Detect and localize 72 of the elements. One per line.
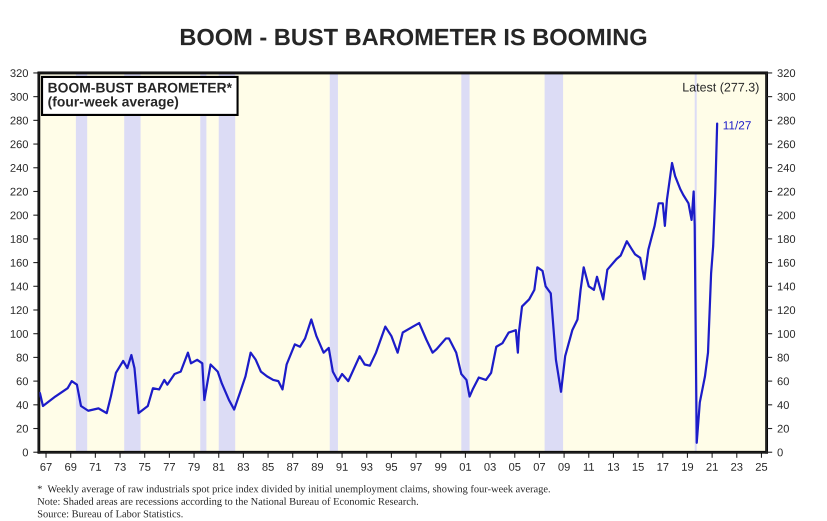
x-tick-label: 81 [213, 462, 224, 471]
y2-tick-label: 280 [778, 116, 796, 124]
x-tick-label: 95 [386, 462, 398, 471]
y-tick-label: 20 [16, 424, 28, 433]
y2-tick-label: 180 [778, 235, 796, 244]
y-tick-label: 200 [10, 211, 28, 220]
x-tick-label: 15 [632, 463, 644, 471]
x-tick-label: 85 [262, 462, 274, 471]
text: * Weekly average of raw industrials spot price index divided by initial unemployment claims, showing four-week average. [38, 484, 550, 495]
y-tick-label: 260 [10, 140, 28, 148]
x-tick-label: 09 [558, 462, 570, 471]
x-tick-label: 01 [460, 462, 472, 471]
y-tick-label: 160 [10, 258, 28, 267]
x-tick-label: 07 [534, 462, 546, 471]
y2-tick-label: 40 [777, 401, 789, 409]
y2-tick-label: 240 [778, 164, 796, 172]
y-tick-label: 240 [10, 164, 28, 172]
annotation: Latest (277.3) [683, 82, 759, 94]
source-note: Source: Bureau of Labor Statistics. [38, 510, 183, 518]
y2-tick-label: 20 [778, 424, 789, 433]
y2-tick-label: 260 [778, 140, 796, 148]
y-tick-label: 60 [16, 377, 28, 386]
x-tick-label: 17 [657, 463, 668, 471]
x-tick-label: 67 [40, 462, 52, 471]
y2-tick-label: 120 [778, 306, 796, 314]
y2-tick-label: 0 [777, 448, 783, 456]
y-tick-label: 280 [10, 116, 28, 124]
y2-tick-label: 220 [778, 188, 796, 196]
text: Note: Shaded areas are recessions according to the National Bureau of Economic Research. [38, 497, 418, 508]
x-tick-label: 89 [312, 462, 324, 471]
y2-tick-label: 60 [778, 377, 789, 386]
annotation: 11/27 [724, 120, 751, 130]
x-tick-label: 03 [484, 462, 496, 471]
y-tick-label: 100 [10, 330, 28, 338]
x-tick-label: 77 [164, 463, 176, 471]
y-tick-label: 120 [10, 306, 28, 314]
x-tick-label: 83 [238, 462, 250, 471]
x-tick-label: 19 [682, 462, 694, 471]
y-tick-label: 300 [10, 92, 28, 101]
x-tick-label: 21 [706, 462, 718, 471]
y2-tick-label: 100 [778, 330, 796, 338]
x-tick-label: 93 [361, 462, 372, 471]
x-tick-label: 25 [756, 462, 768, 471]
y-tick-label: 40 [16, 401, 28, 409]
x-tick-label: 91 [336, 462, 348, 471]
x-tick-label: 75 [139, 463, 150, 471]
y2-tick-label: 200 [778, 211, 796, 220]
y2-tick-label: 140 [778, 282, 796, 290]
y2-tick-label: 300 [777, 92, 796, 101]
y2-tick-label: 80 [778, 354, 789, 362]
x-tick-label: 87 [287, 462, 298, 471]
y-tick-label: 180 [10, 235, 28, 244]
text: BOOM-BUST BAROMETER* (four-week average) [48, 82, 232, 110]
x-tick-label: 05 [509, 462, 520, 471]
line-series [38, 122, 718, 444]
y2-tick-label: 160 [778, 258, 796, 267]
x-tick-label: 99 [435, 462, 446, 471]
x-tick-label: 11 [584, 463, 594, 471]
chart-title: BOOM - BUST BAROMETER IS BOOMING [180, 28, 646, 46]
y-tick-label: 0 [22, 448, 28, 456]
x-tick-label: 13 [608, 462, 620, 471]
x-tick-label: 73 [114, 462, 126, 471]
x-tick-label: 79 [188, 462, 200, 471]
x-tick-label: 97 [410, 462, 422, 471]
y2-tick-label: 320 [777, 69, 796, 78]
x-tick-label: 23 [731, 462, 742, 471]
x-tick-label: 71 [90, 463, 102, 471]
y-tick-label: 140 [10, 282, 28, 290]
y-tick-label: 80 [16, 354, 28, 362]
y-tick-label: 320 [10, 69, 28, 78]
y-tick-label: 220 [10, 188, 28, 196]
x-tick-label: 69 [65, 462, 76, 471]
